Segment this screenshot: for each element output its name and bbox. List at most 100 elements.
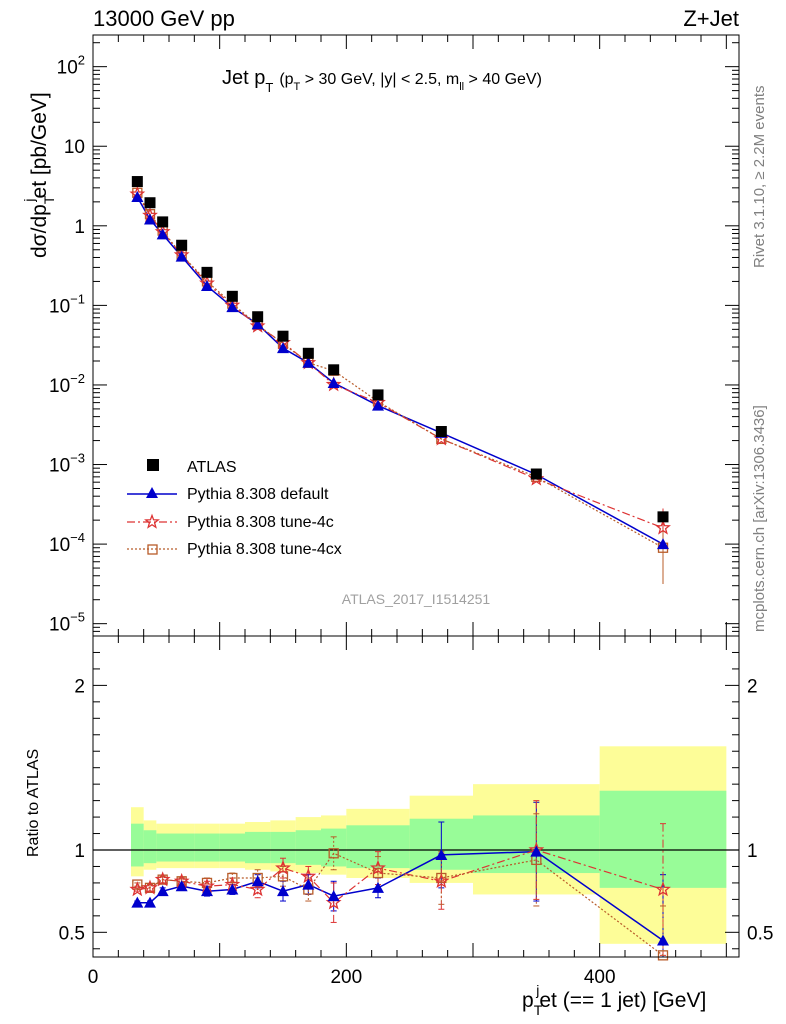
tick-exponent: −3	[70, 451, 85, 466]
main-point-tune4c	[655, 519, 671, 535]
ratio-y-tick-label-right: 1	[747, 841, 758, 862]
tick-exponent: −5	[70, 610, 85, 625]
main-y-tick-label: 1	[74, 217, 85, 238]
main-y-tick-label: 10−2	[49, 371, 85, 397]
ratio-x-tick-label: 0	[88, 967, 99, 988]
tick-base: 10	[49, 296, 70, 317]
tick-base: 10	[49, 535, 70, 556]
ratio-band-inner	[131, 823, 144, 867]
ratio-point-default	[327, 890, 340, 902]
tick-exponent: −2	[70, 371, 85, 386]
tick-exponent: −4	[70, 530, 85, 545]
ratio-band-inner	[245, 831, 271, 864]
tick-base: 10	[49, 376, 70, 397]
ratio-point-tune4c	[275, 859, 291, 875]
legend-tune4c-marker	[144, 513, 160, 529]
energy-label: 13000 GeV pp	[93, 6, 235, 31]
ratio-point-default	[226, 883, 239, 895]
legend-default-label: Pythia 8.308 default	[187, 486, 329, 503]
tick-base: 10	[64, 137, 85, 158]
ratio-series-line-default	[137, 850, 664, 942]
main-y-tick-label: 10−1	[49, 291, 85, 317]
ratio-panel: 0.5 0.5 1 1 2 2 0 200 400	[59, 636, 773, 988]
ratio-y-tick-label-left: 2	[74, 676, 85, 697]
main-point-atlas	[176, 239, 188, 251]
tick-exponent: −1	[70, 291, 85, 306]
main-point-default	[277, 342, 289, 354]
main-point-default	[226, 301, 239, 313]
main-y-tick-label: 102	[57, 53, 85, 79]
main-point-default	[372, 399, 384, 411]
ratio-point-default	[144, 896, 156, 908]
legend-default-marker	[146, 487, 158, 498]
ratio-point-tune4c	[249, 881, 266, 897]
main-point-default	[251, 318, 264, 330]
main-point-atlas	[201, 266, 213, 278]
main-y-tick-label: 10	[64, 137, 85, 158]
main-point-atlas	[157, 216, 169, 228]
tick-base: 10	[57, 58, 78, 79]
ratio-frame	[92, 635, 740, 958]
ratio-point-tune4c	[129, 881, 146, 897]
ratio-point-default	[156, 885, 169, 897]
legend-tune4c-label: Pythia 8.308 tune-4c	[187, 514, 334, 531]
main-point-atlas	[328, 364, 340, 376]
main-point-atlas	[226, 290, 238, 302]
main-point-atlas	[144, 197, 156, 209]
main-point-atlas	[131, 176, 143, 188]
x-axis-label: pTjet (== 1 jet) [GeV]	[522, 982, 706, 1018]
main-point-atlas	[435, 426, 447, 438]
ratio-band-inner	[295, 830, 321, 865]
main-y-label: dσ/dpTjet [pb/GeV]	[21, 92, 57, 258]
main-point-atlas	[252, 311, 264, 323]
mcplots-label: mcplots.cern.ch [arXiv:1306.3436]	[751, 405, 768, 632]
ratio-band-inner	[219, 833, 245, 862]
main-point-atlas	[530, 468, 542, 480]
ratio-point-default	[131, 896, 144, 908]
ratio-point-tune4cx	[657, 950, 669, 961]
main-point-default	[175, 250, 188, 262]
ratio-band-inner	[169, 833, 195, 862]
main-point-default	[156, 228, 169, 240]
ratio-point-default	[302, 878, 315, 890]
ratio-band-inner	[143, 830, 157, 864]
ratio-point-tune4cx	[328, 848, 339, 859]
main-point-atlas	[277, 330, 289, 342]
main-series-line-tune4c	[136, 193, 664, 529]
ratio-point-default	[175, 880, 188, 892]
ratio-x-tick-label: 400	[584, 967, 616, 988]
tick-exponent: 2	[78, 53, 85, 68]
ratio-point-tune4cx	[277, 871, 289, 882]
ratio-series-line-tune4cx	[137, 852, 664, 956]
ratio-point-tune4cx	[372, 867, 384, 879]
legend-atlas-label: ATLAS	[187, 459, 237, 476]
ratio-point-tune4cx	[132, 879, 143, 890]
ratio-y-tick-label-right: 0.5	[747, 923, 773, 944]
main-point-default	[131, 191, 144, 203]
main-point-default	[302, 356, 315, 368]
ratio-point-tune4c	[370, 859, 386, 875]
ratio-point-default	[372, 881, 384, 893]
main-point-default	[657, 538, 669, 550]
ratio-point-default	[277, 885, 289, 897]
main-series-line-tune4cx	[136, 192, 664, 549]
main-y-tick-label: 10−3	[49, 451, 85, 477]
ratio-point-tune4c	[655, 881, 671, 897]
legend: ATLAS Pythia 8.308 default Pythia 8.308 …	[127, 459, 342, 558]
ratio-point-tune4c	[433, 872, 450, 889]
rivet-label: Rivet 3.1.10, ≥ 2.2M events	[751, 86, 768, 269]
main-y-tick-label: 10−5	[49, 610, 85, 636]
ratio-point-default	[657, 934, 669, 946]
process-label: Z+Jet	[683, 6, 739, 31]
ratio-point-default	[435, 848, 448, 860]
main-point-atlas	[657, 511, 669, 523]
ratio-band-inner	[321, 828, 347, 867]
ratio-band-inner	[194, 833, 220, 862]
ratio-point-default	[201, 885, 213, 897]
ratio-y-tick-label-left: 1	[74, 841, 85, 862]
tick-base: 1	[74, 217, 85, 238]
ratio-point-default	[530, 845, 543, 857]
ratio-point-default	[251, 875, 264, 887]
